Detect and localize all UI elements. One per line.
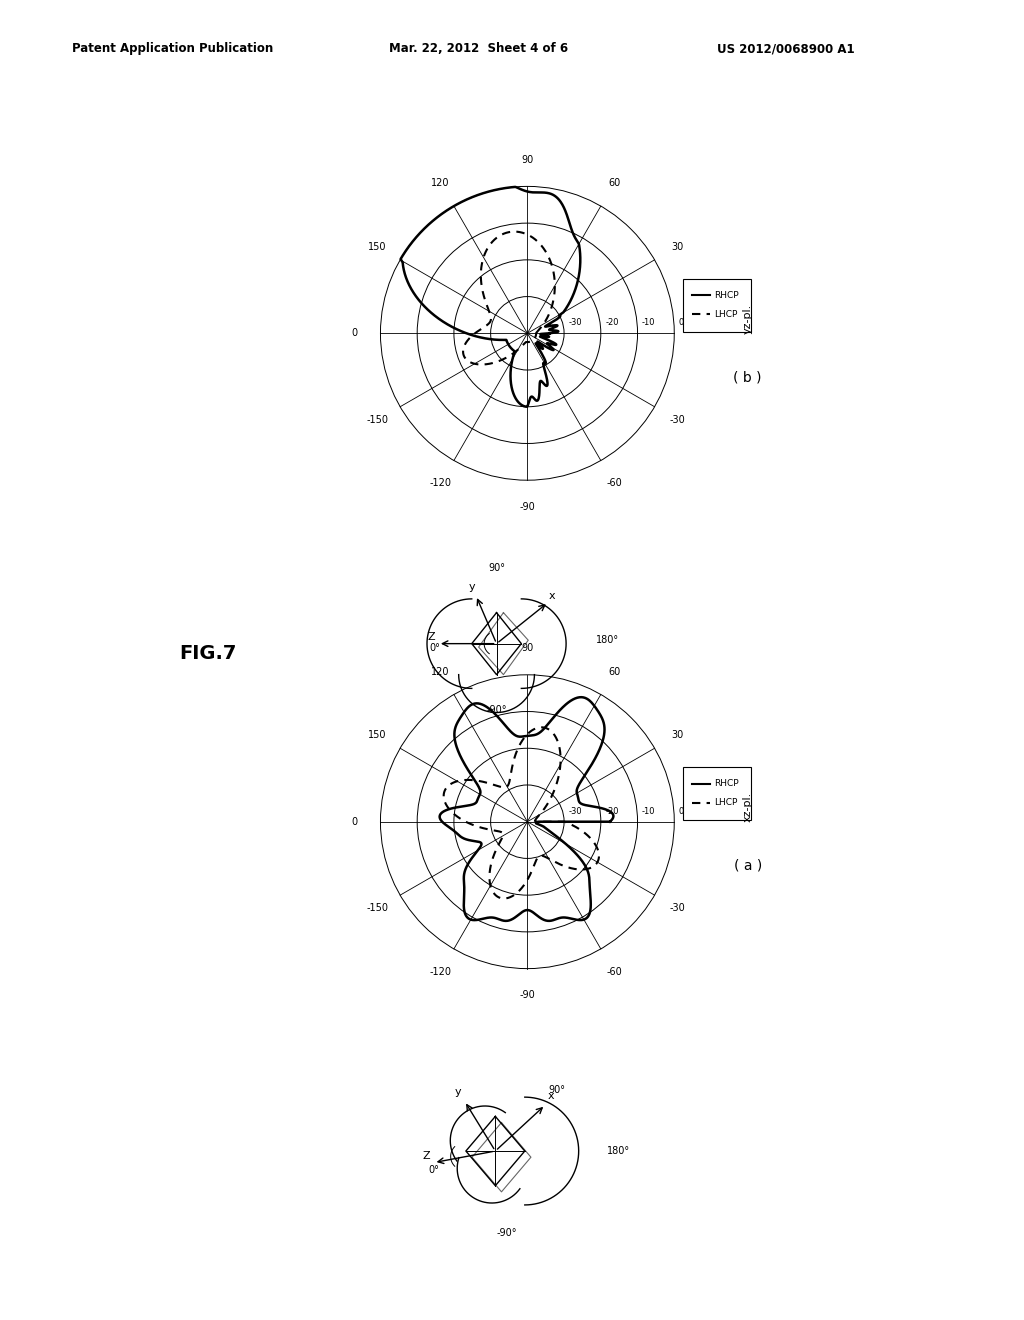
Text: -60: -60 [606, 966, 622, 977]
Text: 150: 150 [368, 242, 386, 252]
Text: x: x [548, 1090, 554, 1101]
Text: 180°: 180° [596, 635, 620, 645]
Text: 0: 0 [679, 318, 684, 327]
Text: -90°: -90° [486, 705, 507, 714]
Text: -30: -30 [670, 414, 685, 425]
Text: LHCP: LHCP [714, 799, 737, 807]
Text: -120: -120 [430, 478, 452, 488]
Text: 90: 90 [521, 643, 534, 653]
Text: RHCP: RHCP [714, 290, 738, 300]
Text: -90°: -90° [497, 1228, 517, 1238]
Text: 90°: 90° [488, 564, 505, 573]
Text: 0: 0 [679, 807, 684, 816]
Text: 0: 0 [351, 329, 357, 338]
Text: y: y [455, 1086, 462, 1097]
Text: Z: Z [422, 1151, 430, 1160]
Text: -30: -30 [568, 318, 582, 327]
Text: -60: -60 [606, 478, 622, 488]
Text: RHCP: RHCP [714, 779, 738, 788]
Text: 120: 120 [431, 667, 450, 677]
Text: 0°: 0° [428, 1164, 439, 1175]
Text: xz-pl.: xz-pl. [742, 792, 753, 822]
Text: -90: -90 [519, 990, 536, 1001]
Text: 60: 60 [608, 667, 621, 677]
Text: 30: 30 [672, 242, 684, 252]
Text: 0°: 0° [429, 643, 440, 652]
Text: 180°: 180° [607, 1146, 630, 1156]
Text: -30: -30 [568, 807, 582, 816]
Text: x: x [548, 591, 555, 601]
Text: Z: Z [427, 632, 435, 643]
Text: 90: 90 [521, 154, 534, 165]
Text: ( a ): ( a ) [733, 859, 762, 873]
Text: -30: -30 [670, 903, 685, 913]
Text: -10: -10 [642, 318, 655, 327]
Text: 30: 30 [672, 730, 684, 741]
Text: 90°: 90° [549, 1085, 565, 1096]
Text: -20: -20 [605, 807, 618, 816]
Text: LHCP: LHCP [714, 310, 737, 318]
Text: yz-pl.: yz-pl. [742, 304, 753, 334]
Text: 120: 120 [431, 178, 450, 189]
Text: -120: -120 [430, 966, 452, 977]
Text: Patent Application Publication: Patent Application Publication [72, 42, 273, 55]
Text: y: y [469, 582, 476, 591]
Text: 150: 150 [368, 730, 386, 741]
Text: 0: 0 [351, 817, 357, 826]
Text: -20: -20 [605, 318, 618, 327]
Text: Mar. 22, 2012  Sheet 4 of 6: Mar. 22, 2012 Sheet 4 of 6 [389, 42, 568, 55]
Text: -90: -90 [519, 502, 536, 512]
Text: -150: -150 [367, 414, 388, 425]
Text: -10: -10 [642, 807, 655, 816]
Text: 60: 60 [608, 178, 621, 189]
Text: FIG.7: FIG.7 [179, 644, 237, 663]
Text: -150: -150 [367, 903, 388, 913]
Text: US 2012/0068900 A1: US 2012/0068900 A1 [717, 42, 854, 55]
Text: ( b ): ( b ) [733, 371, 762, 384]
